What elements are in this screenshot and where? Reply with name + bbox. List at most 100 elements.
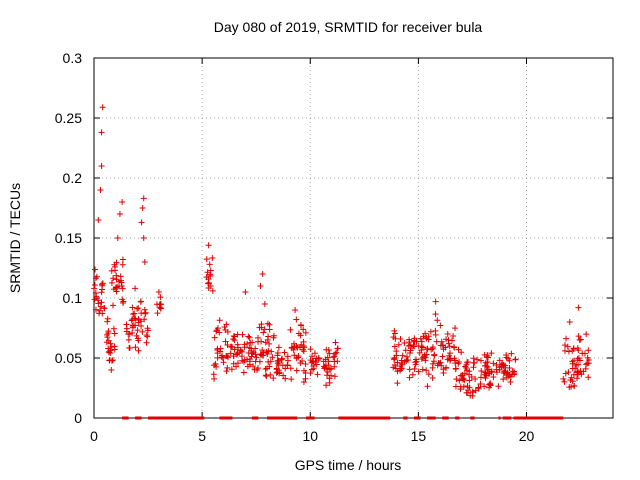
data-point [144,333,151,340]
x-tick-label: 0 [90,428,98,444]
data-point [392,365,399,372]
data-point [307,346,314,353]
data-point [452,383,459,390]
data-point [228,343,235,350]
data-point [290,340,297,347]
data-point [138,322,145,329]
data-point [458,349,465,356]
data-point [432,327,439,334]
data-point [422,357,429,364]
data-point [211,334,218,341]
data-point [273,366,280,373]
data-point [391,343,398,350]
data-point [245,349,252,356]
data-point [436,360,443,367]
data-point [429,374,436,381]
data-point [118,279,125,286]
data-point [284,353,291,360]
data-point [576,337,583,344]
data-point [134,305,141,312]
data-point [255,338,262,345]
data-point [309,353,316,360]
data-point [261,301,268,307]
data-point [141,306,148,313]
data-point [280,372,287,379]
data-point [507,379,514,386]
data-point [134,335,141,342]
data-point [466,377,473,384]
data-point [256,358,263,365]
data-point [481,383,488,390]
data-point [230,360,237,367]
data-point [424,345,431,352]
data-point [258,352,265,359]
data-point [326,375,333,382]
data-point [279,355,286,362]
data-point [157,294,164,301]
data-point [330,354,337,361]
data-point [308,359,315,366]
data-point [91,285,98,292]
data-point [411,338,418,345]
data-point [108,344,115,351]
y-tick-label: 0.15 [55,230,82,246]
data-point [453,376,460,383]
data-point [221,324,228,331]
data-point [410,341,417,348]
data-point [111,330,118,337]
data-point [430,358,437,365]
data-point [93,273,100,280]
data-point [108,279,115,286]
data-point [293,367,300,374]
data-point [131,310,138,317]
data-point [423,367,430,374]
data-point [110,325,117,332]
data-point [266,363,273,370]
data-point [129,316,136,323]
data-point [412,359,419,366]
data-point [216,317,223,324]
data-point [240,369,247,376]
data-point [509,371,516,378]
data-point [104,315,111,322]
data-point [399,352,406,359]
data-point [111,263,118,270]
data-point [139,205,146,211]
data-point [253,354,260,361]
data-point [99,104,106,111]
data-point [333,349,340,356]
data-point [508,350,515,357]
data-point [322,362,329,369]
data-point [575,333,582,340]
data-point [113,272,120,279]
data-point [155,289,162,295]
data-point [270,375,277,382]
data-point [574,375,581,382]
data-point [437,359,444,366]
x-tick-label: 5 [198,428,206,444]
data-point [99,280,106,287]
data-point [275,357,282,364]
data-point [569,358,576,365]
data-point [561,347,568,354]
data-point [417,335,424,342]
data-point [575,361,582,368]
data-point [563,335,570,342]
data-point [206,261,213,268]
data-point [263,373,270,380]
data-point [456,359,463,366]
data-point [269,354,276,361]
data-point [455,346,462,353]
data-point [244,356,251,363]
data-point [302,375,309,382]
data-point [470,364,477,371]
data-point [561,342,568,349]
data-point [207,283,214,289]
data-point [442,365,449,372]
data-point [466,384,473,391]
plot-frame [93,57,614,419]
data-point [133,332,140,339]
data-point [312,358,319,365]
data-point [424,383,431,390]
y-tick-label: 0.2 [63,170,83,186]
